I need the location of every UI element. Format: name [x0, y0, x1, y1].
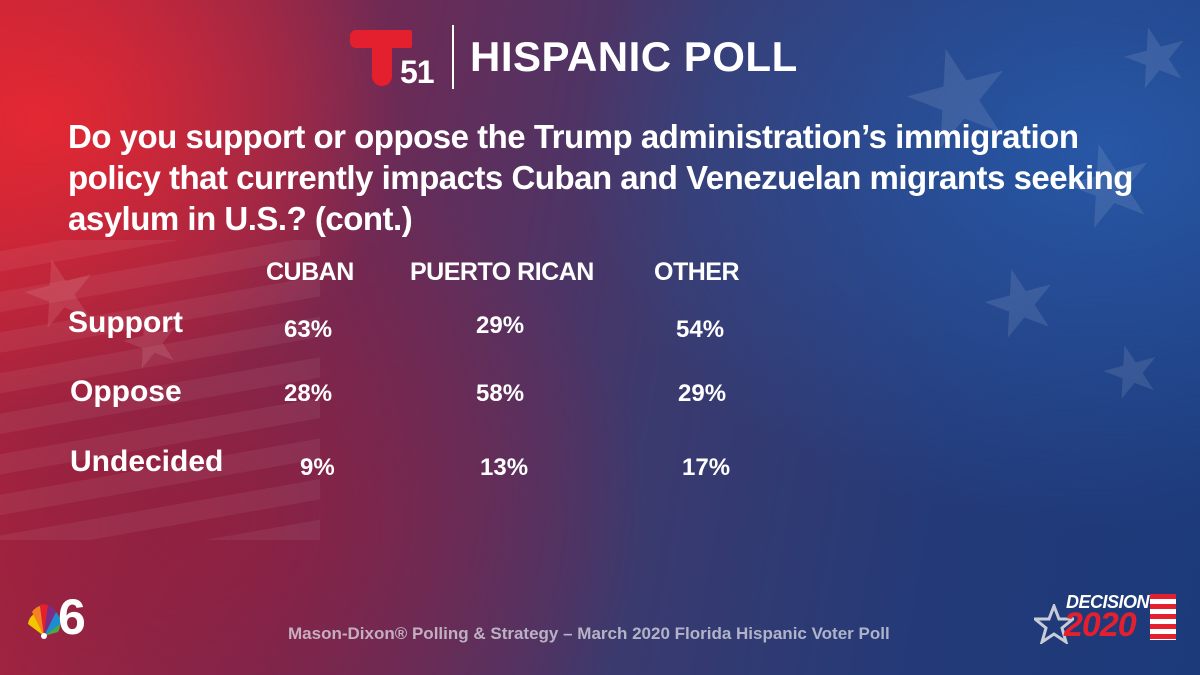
decision-2020-logo: DECISION 2020	[1034, 592, 1178, 648]
row-label-support: Support	[68, 306, 183, 339]
cell-support-cuban: 63%	[284, 316, 333, 343]
cell-undecided-cuban: 9%	[300, 454, 335, 481]
cell-undecided-puerto-rican: 13%	[480, 454, 529, 481]
row-label-oppose: Oppose	[70, 375, 182, 408]
header: 51 HISPANIC POLL	[350, 22, 798, 92]
decision-year: 2020	[1064, 606, 1137, 644]
header-divider	[452, 25, 454, 89]
peacock-icon	[28, 604, 61, 639]
flag-stripes-icon	[1150, 594, 1176, 640]
column-header-other: OTHER	[654, 258, 740, 286]
telemundo-logo: 51	[350, 24, 442, 90]
cell-oppose-other: 29%	[678, 380, 727, 407]
cell-oppose-puerto-rican: 58%	[476, 380, 525, 407]
cell-undecided-other: 17%	[682, 454, 731, 481]
column-header-puerto-rican: PUERTO RICAN	[410, 258, 594, 286]
star-icon	[1034, 604, 1074, 644]
nbc6-logo: 6	[24, 589, 94, 646]
page-title: HISPANIC POLL	[470, 33, 798, 80]
decision-word: DECISION	[1066, 592, 1150, 612]
column-header-cuban: CUBAN	[266, 258, 354, 286]
cell-support-puerto-rican: 29%	[476, 312, 525, 339]
nbc-channel-number: 6	[58, 589, 86, 645]
cell-support-other: 54%	[676, 316, 725, 343]
cell-oppose-cuban: 28%	[284, 380, 333, 407]
poll-question: Do you support or oppose the Trump admin…	[68, 118, 1133, 237]
channel-number: 51	[400, 54, 435, 90]
source-footer: Mason-Dixon® Polling & Strategy – March …	[288, 624, 890, 643]
row-label-undecided: Undecided	[70, 445, 224, 478]
